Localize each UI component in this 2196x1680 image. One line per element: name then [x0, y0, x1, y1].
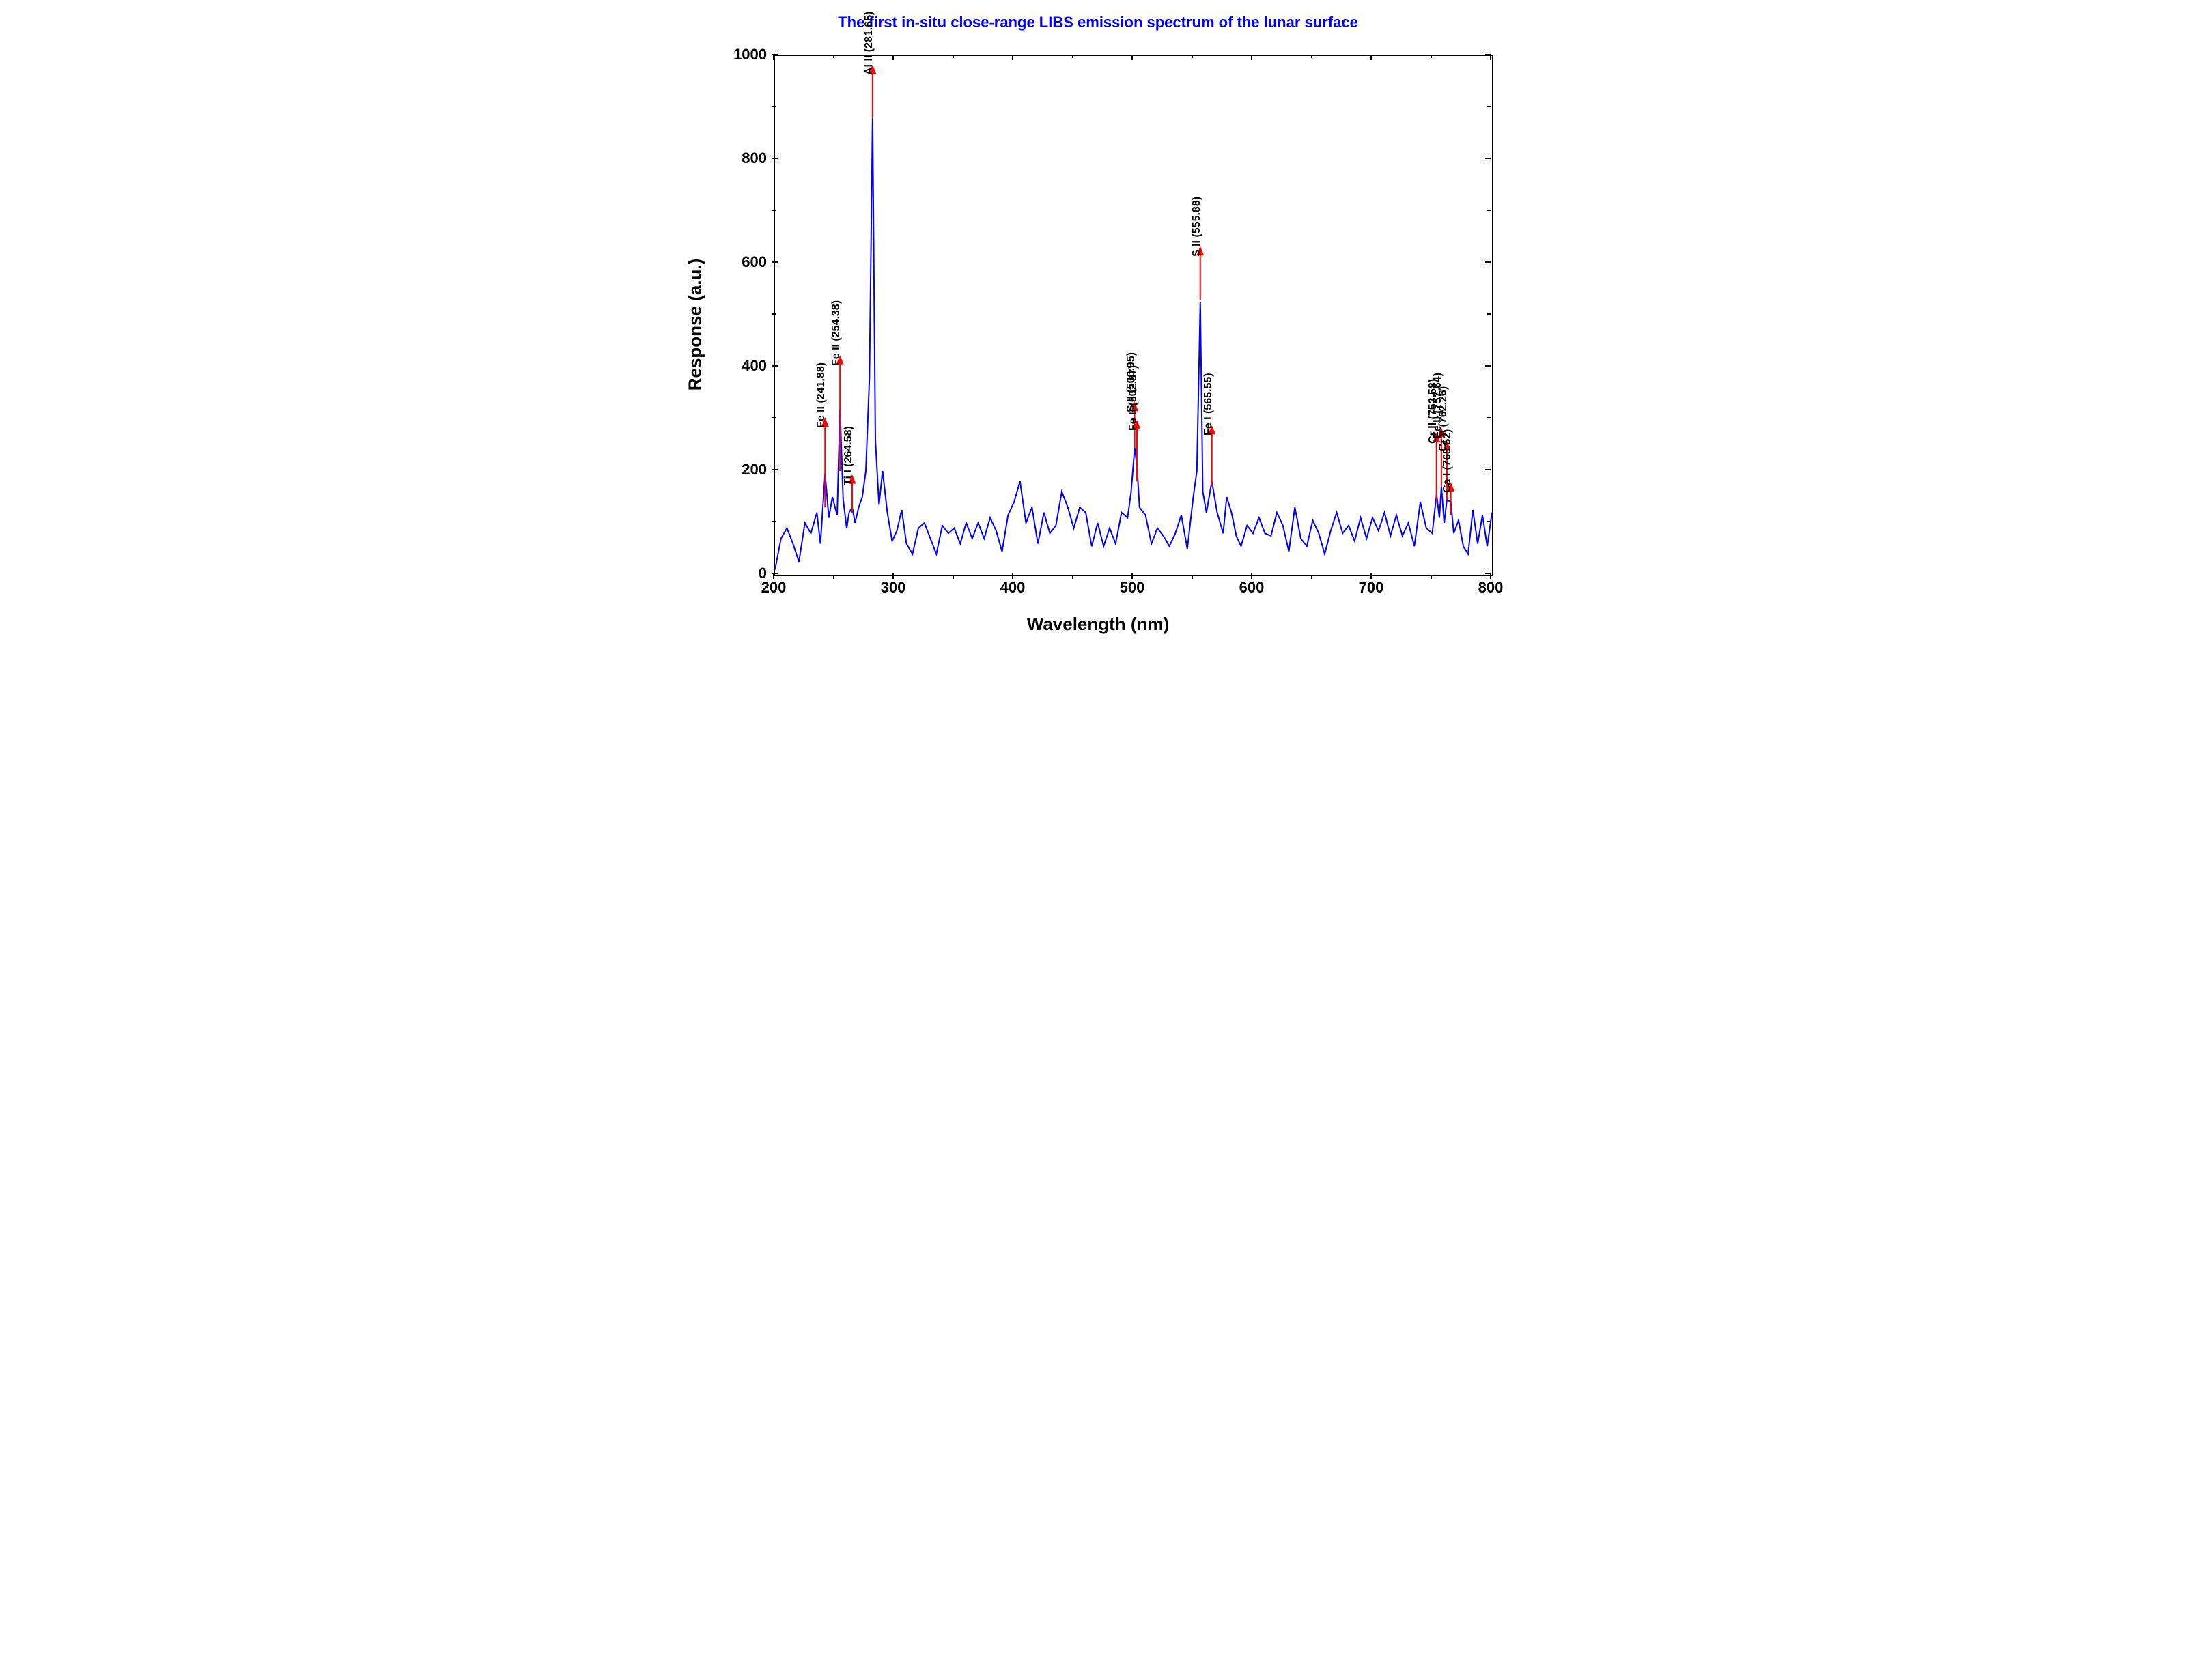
x-axis-label: Wavelength (nm)	[678, 614, 1518, 635]
chart-title: The first in-situ close-range LIBS emiss…	[678, 14, 1518, 31]
y-tick-label: 600	[742, 253, 767, 271]
y-axis-label: Response (a.u.)	[685, 259, 706, 391]
peak-label: Ca I (765.52)	[1441, 429, 1454, 493]
spectrum-svg	[775, 56, 1492, 575]
x-tick-label: 200	[761, 579, 787, 597]
peak-arrows-group	[822, 66, 1453, 515]
plot-area	[774, 55, 1493, 576]
x-tick-label: 500	[1120, 579, 1145, 597]
peak-label: S II (555.88)	[1191, 197, 1203, 257]
y-tick-label: 800	[742, 150, 767, 167]
peak-label: Fe II (254.38)	[830, 300, 843, 366]
y-tick-label: 200	[742, 461, 767, 479]
x-tick-label: 700	[1359, 579, 1384, 597]
libs-spectrum-chart: The first in-situ close-range LIBS emiss…	[678, 14, 1518, 655]
x-tick-label: 400	[1000, 579, 1026, 597]
x-tick-label: 300	[881, 579, 906, 597]
x-tick-label: 800	[1478, 579, 1504, 597]
y-tick-label: 400	[742, 357, 767, 375]
peak-label: Al II (281.65)	[863, 12, 875, 75]
peak-label: Fe II (241.88)	[815, 362, 828, 428]
peak-label: Ti I (264.58)	[843, 426, 855, 485]
peak-label: Fe I (565.55)	[1202, 373, 1215, 436]
peak-label: Fe II (502.87)	[1127, 365, 1140, 431]
spectrum-line	[775, 118, 1492, 569]
x-tick-label: 600	[1239, 579, 1265, 597]
y-tick-label: 1000	[733, 46, 767, 63]
